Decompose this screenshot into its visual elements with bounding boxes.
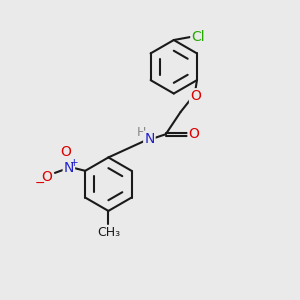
Text: Cl: Cl	[191, 30, 205, 44]
Text: H: H	[136, 126, 146, 139]
Text: CH₃: CH₃	[97, 226, 120, 239]
Text: O: O	[41, 170, 52, 184]
Text: N: N	[64, 161, 74, 175]
Text: +: +	[70, 158, 78, 168]
Text: N: N	[144, 132, 154, 146]
Text: O: O	[190, 89, 201, 103]
Text: O: O	[188, 127, 200, 141]
Text: −: −	[35, 177, 45, 190]
Text: O: O	[61, 146, 71, 159]
